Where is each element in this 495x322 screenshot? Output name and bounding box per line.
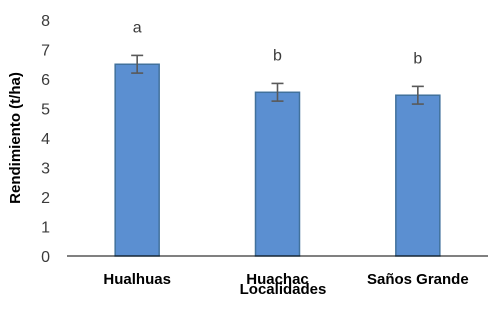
y-axis-title: Rendimiento (t/ha) bbox=[7, 72, 24, 204]
error-bars bbox=[131, 54, 424, 105]
y-tick-label: 6 bbox=[41, 72, 50, 89]
y-tick-label: 7 bbox=[41, 43, 50, 60]
y-tick-label: 0 bbox=[41, 249, 50, 266]
y-tick-label: 3 bbox=[41, 161, 50, 178]
significance-letter: a bbox=[133, 19, 142, 36]
significance-letter: b bbox=[413, 50, 422, 67]
x-axis-category-labels: Hualhuas Huachac Saños Grande bbox=[103, 271, 468, 288]
bars bbox=[114, 63, 441, 257]
y-tick-label: 4 bbox=[41, 131, 50, 148]
y-axis-ticks: 0 1 2 3 4 5 6 7 8 bbox=[41, 13, 50, 266]
significance-labels: a b b bbox=[133, 19, 423, 67]
bar bbox=[254, 91, 301, 257]
y-tick-label: 1 bbox=[41, 220, 50, 237]
significance-letter: b bbox=[273, 47, 282, 64]
bar bbox=[395, 94, 441, 257]
y-tick-label: 5 bbox=[41, 102, 50, 119]
x-category-label: Huachac bbox=[246, 271, 309, 288]
error-bar bbox=[271, 82, 284, 102]
x-category-label: Saños Grande bbox=[367, 271, 469, 288]
bar bbox=[114, 63, 160, 257]
y-tick-label: 8 bbox=[41, 13, 50, 30]
x-axis-title: Localidades bbox=[240, 281, 327, 298]
y-tick-label: 2 bbox=[41, 190, 50, 207]
error-bar bbox=[131, 54, 144, 74]
error-bar bbox=[411, 85, 424, 105]
x-category-label: Hualhuas bbox=[103, 271, 171, 288]
